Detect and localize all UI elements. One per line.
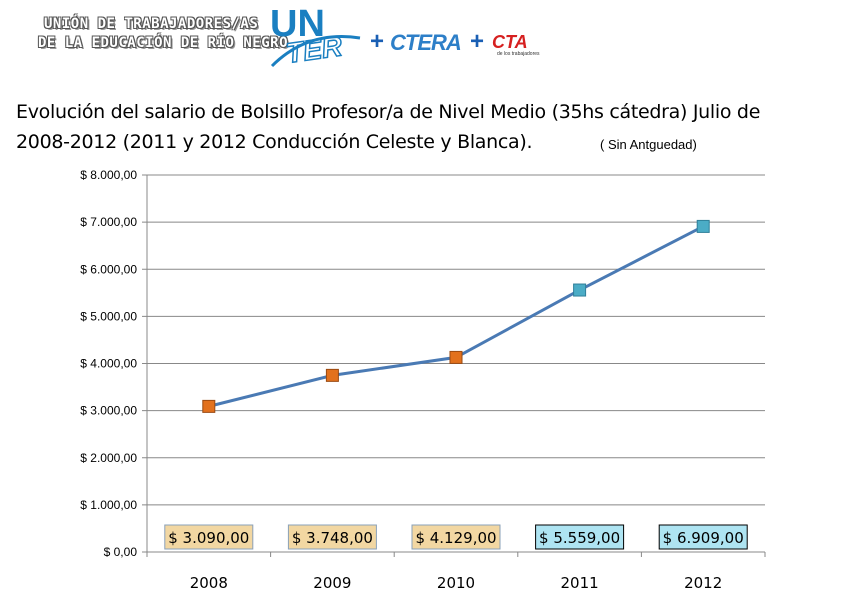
data-label: $ 6.909,00 — [663, 529, 744, 547]
y-tick-label: $ 2.000,00 — [80, 451, 137, 465]
data-point-marker — [202, 399, 216, 413]
y-tick-label: $ 6.000,00 — [80, 262, 137, 276]
data-label: $ 3.748,00 — [292, 529, 373, 547]
y-tick-label: $ 4.000,00 — [80, 357, 137, 371]
org-name-line-1: UNIÓN DE TRABAJADORES/AS — [44, 16, 259, 32]
plus-sign-2: + — [470, 28, 485, 55]
x-tick-label: 2011 — [561, 574, 599, 592]
y-tick-label: $ 8.000,00 — [80, 168, 137, 182]
data-label-box — [411, 524, 501, 550]
y-tick-label: $ 3.000,00 — [80, 404, 137, 418]
data-label: $ 3.090,00 — [168, 529, 249, 547]
header: UNIÓN DE TRABAJADORES/AS DE LA EDUCACIÓN… — [0, 0, 849, 80]
y-tick-label: $ 7.000,00 — [80, 215, 137, 229]
data-point-marker — [449, 350, 463, 364]
data-label-box — [164, 524, 254, 550]
data-label-box — [658, 524, 748, 550]
data-label-box — [535, 524, 625, 550]
x-tick-label: 2012 — [684, 574, 722, 592]
org-name-line-2: DE LA EDUCACIÓN DE RÍO NEGRO — [38, 35, 289, 51]
data-label: $ 4.129,00 — [415, 529, 496, 547]
cta-logo: CTA — [492, 32, 528, 52]
data-label: $ 5.559,00 — [539, 529, 620, 547]
data-point-marker — [696, 219, 710, 233]
x-tick-label: 2009 — [313, 574, 351, 592]
chart-title: Evolución del salario de Bolsillo Profes… — [16, 101, 761, 153]
unter-logo-un: UN — [270, 3, 325, 45]
data-point-marker — [325, 368, 339, 382]
data-label-box — [287, 524, 377, 550]
x-tick-label: 2008 — [190, 574, 228, 592]
cta-logo-subtext: de los trabajadores — [497, 51, 540, 57]
chart-subtitle: ( Sin Antguedad) — [600, 137, 697, 152]
y-tick-label: $ 1.000,00 — [80, 498, 137, 512]
y-tick-label: $ 5.000,00 — [80, 309, 137, 323]
unter-logo: UN TER — [270, 3, 361, 70]
x-tick-label: 2010 — [437, 574, 475, 592]
y-tick-label: $ 0,00 — [104, 545, 138, 559]
data-point-marker — [573, 283, 587, 297]
plus-sign-1: + — [370, 28, 385, 55]
ctera-logo: CTERA — [390, 30, 462, 55]
